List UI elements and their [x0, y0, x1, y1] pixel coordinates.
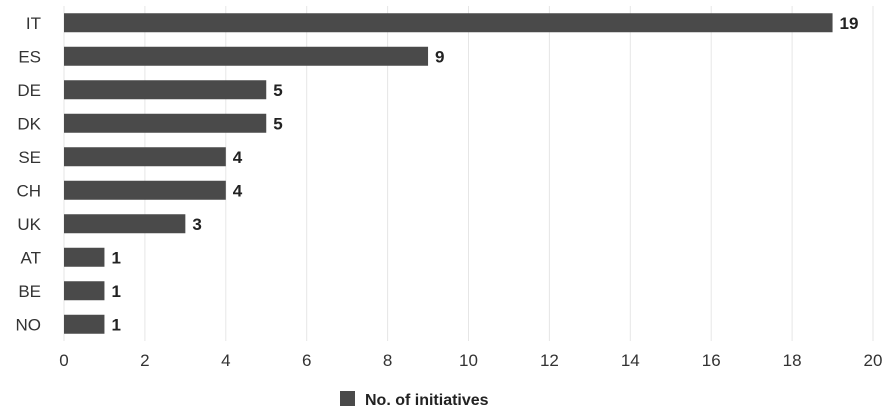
legend-label: No. of initiatives: [365, 392, 489, 409]
x-tick-label: 8: [383, 351, 392, 370]
bar-be: [64, 281, 105, 301]
bar-uk: [64, 214, 186, 234]
bar-se: [64, 147, 226, 167]
category-label-be: BE: [18, 282, 41, 301]
category-label-ch: CH: [16, 181, 41, 200]
x-tick-label: 14: [621, 351, 640, 370]
category-label-se: SE: [18, 148, 41, 167]
x-tick-label: 10: [459, 351, 478, 370]
value-label-uk: 3: [192, 215, 201, 234]
value-label-es: 9: [435, 47, 444, 66]
category-label-es: ES: [18, 47, 41, 66]
category-label-at: AT: [21, 248, 41, 267]
x-tick-label: 6: [302, 351, 311, 370]
bar-ch: [64, 180, 226, 200]
category-label-dk: DK: [17, 114, 41, 133]
x-axis-ticks: 0 2 4 6 8 10 12 14 16 18 20: [59, 351, 882, 370]
category-label-uk: UK: [17, 215, 41, 234]
value-label-dk: 5: [273, 114, 282, 133]
x-tick-label: 4: [221, 351, 230, 370]
category-label-de: DE: [17, 81, 41, 100]
x-tick-label: 0: [59, 351, 68, 370]
value-labels: 19 9 5 5 4 4 3 1 1 1: [111, 14, 858, 335]
x-tick-label: 12: [540, 351, 559, 370]
x-tick-label: 18: [783, 351, 802, 370]
bar-at: [64, 247, 105, 267]
value-label-be: 1: [111, 282, 120, 301]
category-label-it: IT: [26, 14, 41, 33]
bar-no: [64, 314, 105, 334]
value-label-at: 1: [111, 248, 120, 267]
value-label-de: 5: [273, 81, 282, 100]
bar-dk: [64, 113, 267, 133]
bars: [64, 13, 833, 334]
value-label-it: 19: [840, 14, 859, 33]
value-label-ch: 4: [233, 181, 243, 200]
x-tick-label: 2: [140, 351, 149, 370]
category-label-no: NO: [16, 315, 42, 334]
value-label-se: 4: [233, 148, 243, 167]
x-tick-label: 20: [864, 351, 883, 370]
category-labels: IT ES DE DK SE CH UK AT BE NO: [16, 14, 42, 335]
legend: No. of initiatives: [340, 391, 489, 409]
bar-it: [64, 13, 833, 33]
bar-es: [64, 46, 429, 66]
bar-de: [64, 80, 267, 100]
x-tick-label: 16: [702, 351, 721, 370]
value-label-no: 1: [111, 315, 120, 334]
legend-swatch: [340, 391, 355, 406]
